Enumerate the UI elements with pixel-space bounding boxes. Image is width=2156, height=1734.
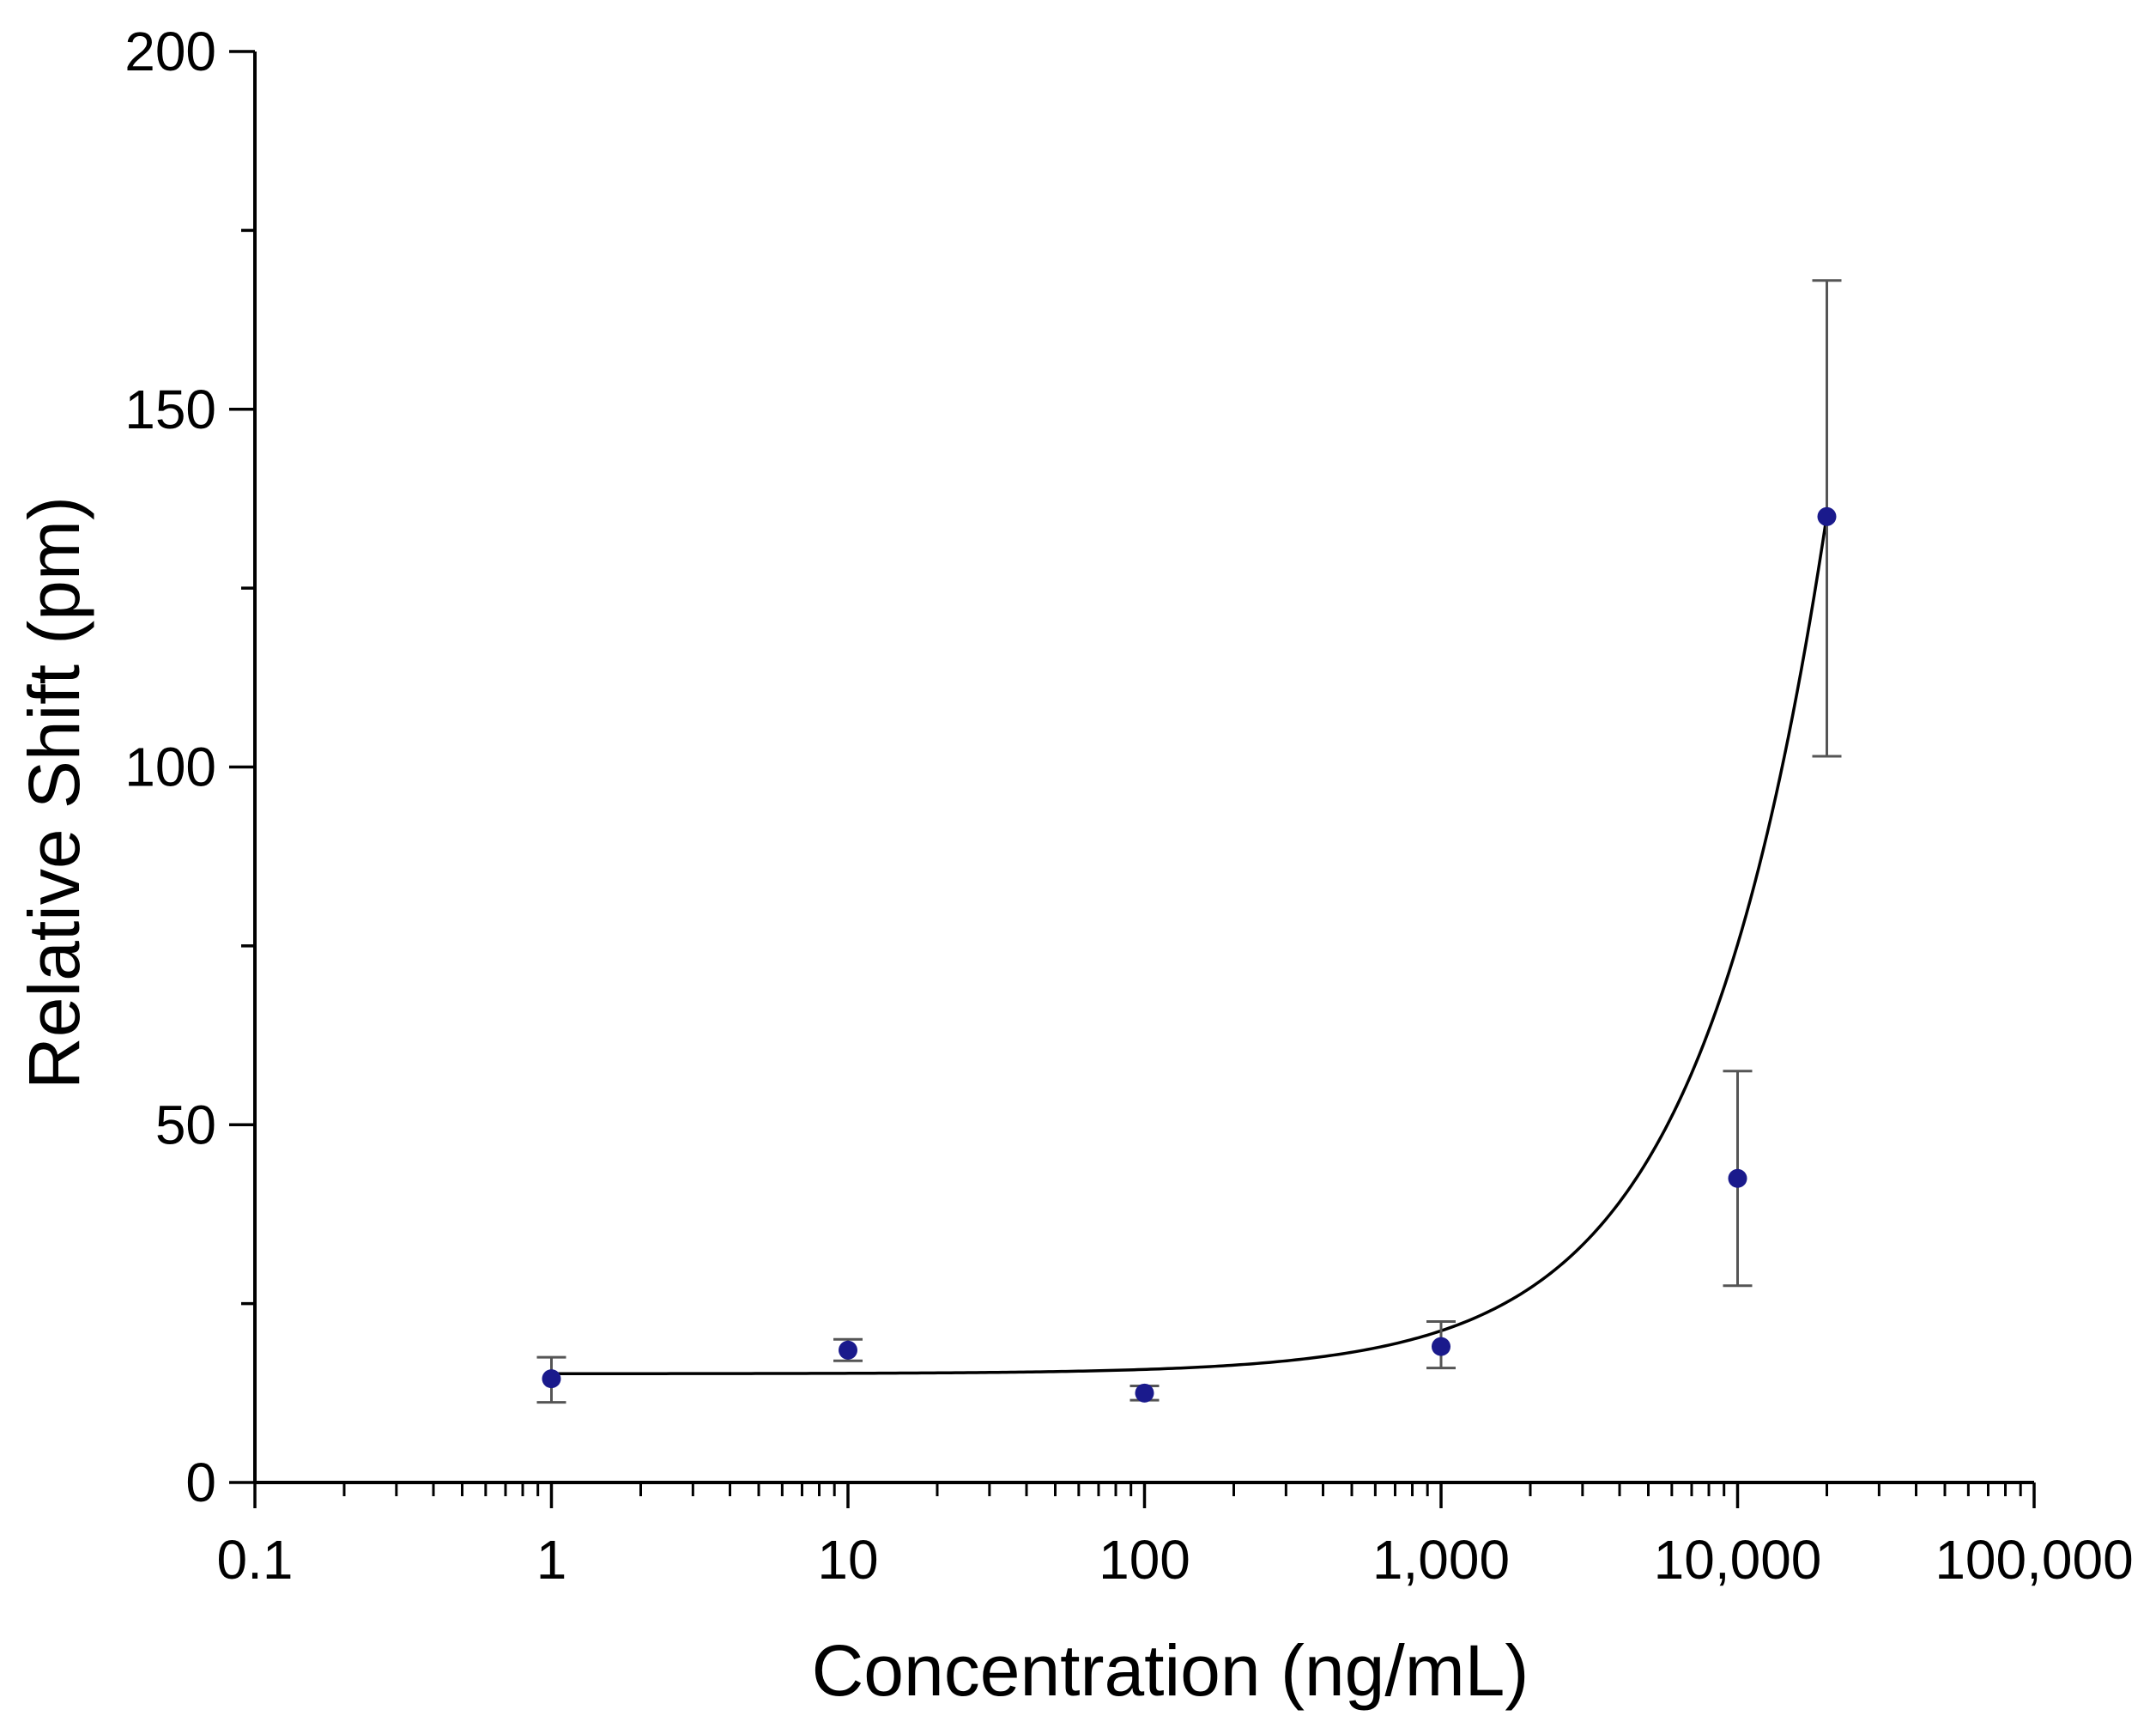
x-tick-label: 1 xyxy=(536,1529,567,1591)
x-axis-title: Concentration (ng/mL) xyxy=(812,1630,1529,1711)
data-point xyxy=(1432,1337,1450,1356)
x-tick-label: 0.1 xyxy=(217,1529,294,1591)
fit-curve-group xyxy=(551,514,1829,1376)
x-axis-ticks: 0.1 1 10 100 1,000 10,000 100,000 xyxy=(217,1482,2134,1591)
data-point xyxy=(1135,1383,1154,1403)
y-axis-title: Relative Shift (pm) xyxy=(14,496,94,1089)
fit-curve xyxy=(551,514,1829,1376)
data-point xyxy=(1728,1168,1747,1188)
x-tick-label: 100,000 xyxy=(1935,1529,2133,1591)
data-point xyxy=(1817,506,1837,526)
data-point xyxy=(542,1369,561,1389)
error-bars xyxy=(536,279,1842,1404)
y-tick-label: 150 xyxy=(124,379,216,440)
axes xyxy=(253,52,2034,1484)
x-tick-label: 10 xyxy=(817,1529,878,1591)
y-tick-label: 200 xyxy=(124,21,216,82)
y-axis-ticks: 0 50 100 150 200 xyxy=(124,21,255,1513)
x-tick-label: 10,000 xyxy=(1654,1529,1822,1591)
y-tick-label: 50 xyxy=(155,1094,216,1155)
data-point xyxy=(839,1340,857,1360)
x-tick-label: 100 xyxy=(1099,1529,1190,1591)
y-tick-label: 100 xyxy=(124,737,216,798)
x-tick-label: 1,000 xyxy=(1372,1529,1510,1591)
data-points xyxy=(542,506,1837,1403)
y-tick-label: 0 xyxy=(185,1452,216,1513)
